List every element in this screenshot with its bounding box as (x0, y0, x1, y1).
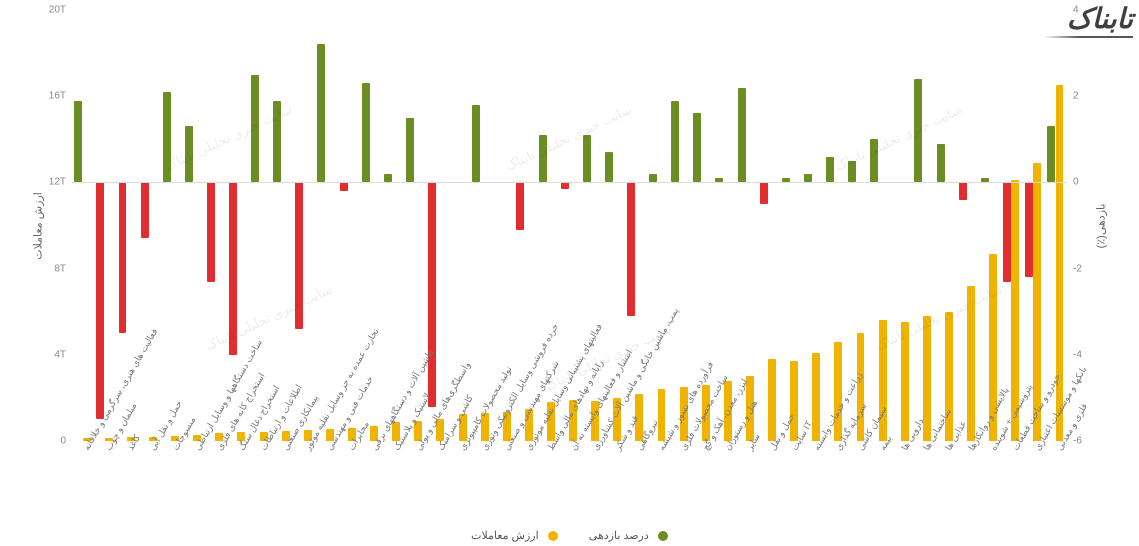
legend-label-trade: ارزش معاملات (471, 530, 539, 542)
legend-dot-trade (548, 531, 558, 541)
category-column (735, 10, 757, 441)
return-bar (738, 88, 746, 183)
y-right-tick: 0 (1073, 177, 1079, 188)
return-bar (163, 92, 171, 183)
legend-label-return: درصد بازدهی (589, 530, 649, 542)
return-bar (1025, 182, 1033, 277)
return-bar (649, 174, 657, 183)
return-bar (119, 182, 127, 333)
return-bar (340, 182, 348, 191)
trade-bar (768, 359, 776, 441)
return-bar (207, 182, 215, 281)
return-bar (693, 113, 701, 182)
legend-dot-return (658, 531, 668, 541)
y-right-tick: 2 (1073, 91, 1079, 102)
return-bar (937, 144, 945, 183)
category-column (890, 10, 912, 441)
y-left-axis: 04T8T12T16T20T (40, 10, 70, 441)
return-bar (406, 118, 414, 183)
trade-bar (901, 322, 909, 441)
category-column (138, 10, 160, 441)
category-column (470, 10, 492, 441)
y-left-tick: 4T (54, 349, 66, 360)
return-bar (295, 182, 303, 329)
category-column (824, 10, 846, 441)
category-column (161, 10, 183, 441)
return-bar (317, 44, 325, 182)
category-column (757, 10, 779, 441)
return-bar (74, 101, 82, 183)
return-bar (472, 105, 480, 183)
return-bar (848, 161, 856, 183)
return-bar (96, 182, 104, 419)
legend-item-return: درصد بازدهی (589, 529, 668, 542)
category-column (426, 10, 448, 441)
category-column (956, 10, 978, 441)
return-bar (185, 126, 193, 182)
trade-bar (790, 361, 798, 441)
category-column (912, 10, 934, 441)
legend-item-trade: ارزش معاملات (471, 529, 558, 542)
y-left-tick: 8T (54, 263, 66, 274)
return-bar (760, 182, 768, 204)
return-bar (826, 157, 834, 183)
trade-bar (812, 353, 820, 441)
return-bar (1003, 182, 1011, 281)
category-column (802, 10, 824, 441)
category-column (72, 10, 94, 441)
y-right-tick: 4 (1073, 5, 1079, 16)
return-bar (671, 101, 679, 183)
trade-bar (967, 286, 975, 441)
return-bar (362, 83, 370, 182)
return-bar (428, 182, 436, 406)
category-column (647, 10, 669, 441)
y-right-tick: -4 (1073, 349, 1082, 360)
return-bar (627, 182, 635, 316)
category-column (315, 10, 337, 441)
return-bar (229, 182, 237, 354)
category-column (293, 10, 315, 441)
y-left-tick: 16T (49, 91, 66, 102)
category-column (780, 10, 802, 441)
y-left-tick: 0 (60, 436, 66, 447)
return-bar (516, 182, 524, 229)
return-bar (959, 182, 967, 199)
category-column (94, 10, 116, 441)
category-column (669, 10, 691, 441)
category-column (183, 10, 205, 441)
return-bar (141, 182, 149, 238)
y-left-tick: 20T (49, 5, 66, 16)
y-right-tick: -6 (1073, 436, 1082, 447)
y-right-tick: -2 (1073, 263, 1082, 274)
category-column (868, 10, 890, 441)
category-column (979, 10, 1001, 441)
category-column (271, 10, 293, 441)
return-bar (914, 79, 922, 182)
category-column (934, 10, 956, 441)
return-bar (1047, 126, 1055, 182)
y-left-tick: 12T (49, 177, 66, 188)
category-column (382, 10, 404, 441)
zero-line (72, 182, 1067, 183)
return-bar (539, 135, 547, 182)
return-bar (384, 174, 392, 183)
return-bar (605, 152, 613, 182)
return-bar (870, 139, 878, 182)
return-bar (804, 174, 812, 183)
category-column (1023, 10, 1045, 441)
category-column (205, 10, 227, 441)
return-bar (583, 135, 591, 182)
return-bar (273, 101, 281, 183)
category-column (1001, 10, 1023, 441)
legend: درصد بازدهی ارزش معاملات (0, 529, 1139, 542)
return-bar (251, 75, 259, 183)
